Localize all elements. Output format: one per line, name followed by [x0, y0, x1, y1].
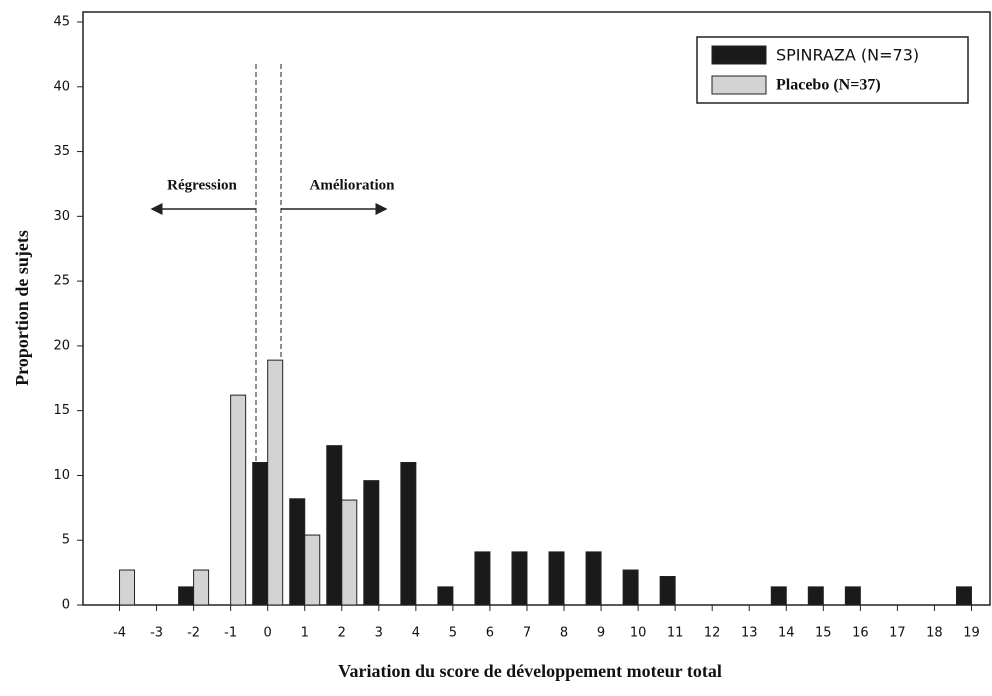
bar — [622, 569, 639, 606]
legend-label: SPINRAZA (N=73) — [776, 46, 919, 65]
x-tick-label: 7 — [523, 626, 531, 641]
x-tick-label: 10 — [630, 626, 647, 641]
bar — [230, 394, 247, 606]
x-tick-label: 11 — [667, 626, 684, 641]
y-tick-label: 35 — [53, 144, 70, 159]
x-tick-label: 1 — [301, 626, 309, 641]
bar — [659, 575, 676, 606]
x-tick-label: 16 — [852, 626, 869, 641]
y-tick-label: 45 — [53, 15, 70, 30]
bar — [252, 461, 269, 606]
x-tick-label: 2 — [338, 626, 346, 641]
annotation: Amélioration — [310, 177, 396, 193]
y-tick-label: 0 — [62, 598, 70, 613]
x-tick-label: 3 — [375, 626, 383, 641]
bar — [548, 551, 565, 606]
bar — [363, 480, 380, 606]
x-tick-label: 8 — [560, 626, 568, 641]
x-tick-label: 18 — [926, 626, 943, 641]
bar — [178, 586, 195, 606]
x-tick-label: 12 — [704, 626, 721, 641]
bar — [585, 551, 602, 606]
bar — [955, 586, 972, 606]
bar — [119, 569, 136, 606]
plot-frame — [82, 11, 991, 606]
bar — [289, 498, 306, 606]
bar — [267, 359, 284, 606]
x-tick-label: 19 — [963, 626, 980, 641]
bar — [304, 534, 321, 606]
bar — [326, 445, 343, 606]
annotation: Régression — [167, 177, 237, 193]
x-tick-label: 4 — [412, 626, 420, 641]
bar — [511, 551, 528, 606]
y-tick-label: 15 — [53, 403, 70, 418]
bar — [807, 586, 824, 606]
bar — [193, 569, 210, 606]
y-tick-label: 30 — [53, 209, 70, 224]
x-tick-label: 9 — [597, 626, 605, 641]
y-tick-label: 10 — [53, 468, 70, 483]
x-tick-label: 0 — [264, 626, 272, 641]
x-tick-label: 13 — [741, 626, 758, 641]
x-axis-label: Variation du score de développement mote… — [338, 661, 722, 681]
x-tick-label: 5 — [449, 626, 457, 641]
x-tick-label: 14 — [778, 626, 795, 641]
x-tick-label: -3 — [150, 626, 163, 641]
bar — [844, 586, 861, 606]
bar — [341, 499, 358, 606]
x-tick-label: 6 — [486, 626, 494, 641]
y-tick-label: 25 — [53, 274, 70, 289]
y-axis-label: Proportion de sujets — [12, 230, 32, 386]
legend-swatch — [711, 75, 767, 95]
legend-swatch — [711, 45, 767, 65]
bar — [770, 586, 787, 606]
bar — [474, 551, 491, 606]
x-tick-label: 15 — [815, 626, 832, 641]
x-tick-label: -2 — [187, 626, 200, 641]
bar — [437, 586, 454, 606]
x-tick-label: -1 — [224, 626, 237, 641]
y-tick-label: 20 — [53, 338, 70, 353]
x-tick-label: -4 — [113, 626, 126, 641]
x-tick-label: 17 — [889, 626, 906, 641]
bar — [400, 461, 417, 606]
legend-label: Placebo (N=37) — [776, 77, 881, 94]
y-tick-label: 40 — [53, 79, 70, 94]
y-tick-label: 5 — [62, 533, 70, 548]
